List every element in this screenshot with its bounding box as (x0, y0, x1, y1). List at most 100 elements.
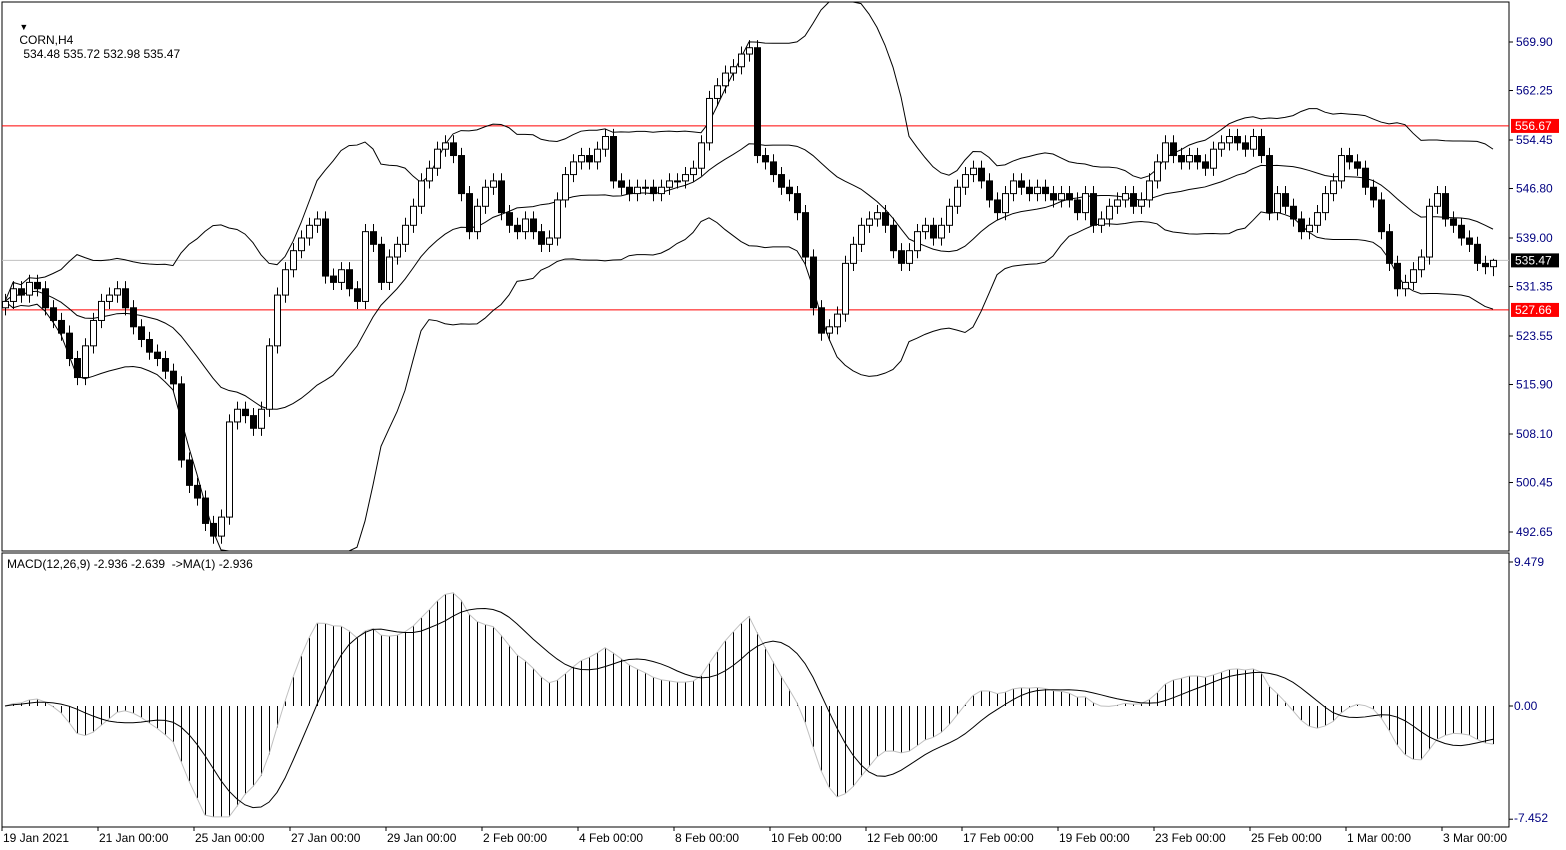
candle (146, 331, 153, 360)
candle (946, 198, 953, 233)
candle (626, 179, 633, 202)
candle (554, 192, 561, 246)
x-tick-label: 27 Jan 00:00 (291, 831, 361, 845)
candle-body (1098, 218, 1105, 226)
candle (1234, 128, 1241, 151)
candle (258, 401, 265, 436)
candle-body (194, 484, 201, 499)
candle-body (162, 358, 169, 372)
candle (1450, 211, 1457, 233)
candle (642, 179, 649, 195)
candle-body (482, 186, 489, 207)
candle (450, 135, 457, 164)
candle (234, 401, 241, 430)
candle-body (818, 307, 825, 334)
candle-body (594, 148, 601, 163)
candle-body (1442, 193, 1449, 220)
candle (1138, 192, 1145, 214)
candle-body (274, 294, 281, 347)
candle (74, 350, 81, 386)
candle-body (586, 155, 593, 163)
candle-body (778, 174, 785, 188)
candle (466, 185, 473, 240)
macd-y-tick-label: -7.452 (1514, 811, 1548, 825)
candle (122, 281, 129, 316)
candle (138, 319, 145, 348)
candle (1098, 211, 1105, 233)
candle-body (802, 212, 809, 258)
candle-body (1450, 218, 1457, 226)
candle (986, 173, 993, 208)
collapse-triangle-icon[interactable]: ▼ (19, 22, 29, 32)
candle-body (978, 167, 985, 182)
candle (314, 211, 321, 233)
bollinger-middle-band (4, 143, 1494, 410)
candle-body (1058, 193, 1065, 201)
candle (818, 300, 825, 341)
candle (1186, 147, 1193, 170)
candle-body (874, 212, 881, 220)
candle-body (434, 148, 441, 169)
y-tick-label: 492.65 (1516, 525, 1553, 539)
candle-body (1090, 193, 1097, 226)
candle-body (178, 383, 185, 461)
candle-body (498, 180, 505, 214)
candle (170, 363, 177, 392)
candle-body (1482, 262, 1489, 268)
candle (514, 217, 521, 240)
candle (746, 40, 753, 62)
candle-body (466, 193, 473, 233)
candle (1162, 135, 1169, 170)
candle-body (1066, 193, 1073, 201)
candle-body (1426, 205, 1433, 258)
candle (10, 281, 17, 310)
candle (2, 293, 9, 316)
candle-body (946, 205, 953, 226)
candle (506, 205, 513, 233)
candle (210, 515, 217, 544)
candle-body (1330, 180, 1337, 195)
candle (106, 287, 113, 310)
candle-body (10, 288, 17, 302)
candle-body (26, 281, 33, 296)
candle (962, 166, 969, 195)
candle (938, 217, 945, 246)
candle-body (954, 186, 961, 207)
candle-body (1042, 186, 1049, 195)
candle (434, 141, 441, 176)
candle (650, 179, 657, 202)
candle-body (322, 218, 329, 277)
y-tick-label: 569.90 (1516, 35, 1553, 49)
candle-body (66, 332, 73, 360)
candle-body (682, 174, 689, 182)
macd-main-outline (4, 592, 1494, 818)
candle (802, 205, 809, 265)
y-tick-label: 523.55 (1516, 329, 1553, 343)
candle-body (794, 193, 801, 214)
candle-body (666, 180, 673, 188)
candle (570, 154, 577, 183)
candle-body (762, 155, 769, 163)
candle-body (906, 250, 913, 264)
candle (890, 217, 897, 259)
candle-body (338, 269, 345, 283)
candle-body (1314, 212, 1321, 226)
candle (410, 198, 417, 233)
candle-body (1258, 136, 1265, 157)
candle (850, 236, 857, 271)
candle-body (442, 142, 449, 150)
candle (530, 211, 537, 240)
candle (762, 147, 769, 170)
candle (34, 274, 41, 297)
candle (978, 160, 985, 189)
candle (378, 236, 385, 291)
candle (1210, 141, 1217, 176)
candle-body (1074, 199, 1081, 214)
candle-body (1386, 231, 1393, 264)
candle (162, 350, 169, 379)
candle (610, 128, 617, 189)
candle (402, 217, 409, 252)
candle (1314, 205, 1321, 233)
